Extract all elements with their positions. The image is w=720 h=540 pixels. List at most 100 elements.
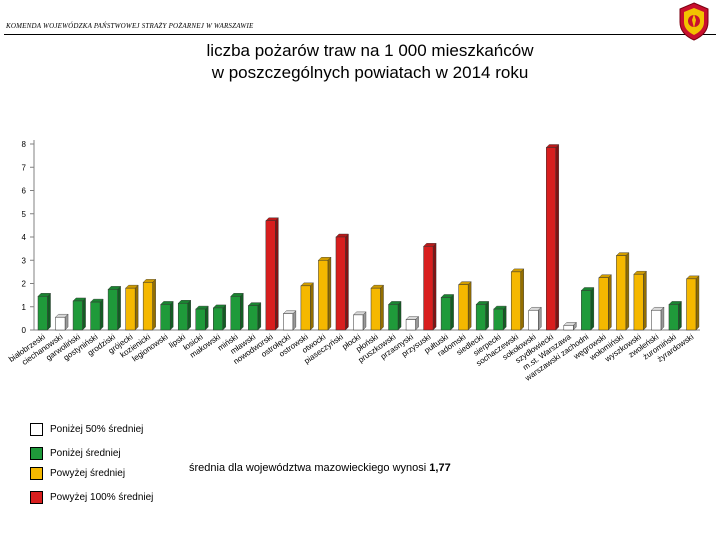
bar: [581, 290, 592, 331]
bar-side: [520, 268, 524, 331]
bar: [230, 296, 241, 331]
bar: [633, 273, 644, 331]
legend-swatch: [30, 466, 43, 480]
bar-side: [222, 304, 226, 331]
bar-side: [187, 299, 191, 331]
bar: [318, 260, 329, 331]
bar-side: [502, 305, 507, 331]
y-tick-label: 2: [22, 280, 27, 289]
average-note-text: średnia dla województwa mazowieckiego wy…: [189, 462, 430, 474]
bar-side: [240, 292, 244, 331]
bar: [405, 319, 416, 331]
organization-header: KOMENDA WOJEWÓDZKA PAŃSTWOWEJ STRAŻY POŻ…: [6, 22, 254, 30]
bar-side: [450, 293, 454, 331]
y-tick-label: 6: [22, 187, 27, 196]
bar: [195, 308, 206, 331]
bar: [528, 309, 539, 331]
bar: [283, 313, 294, 331]
bar-side: [152, 278, 156, 331]
bar-side: [625, 252, 630, 331]
bar: [300, 285, 311, 331]
bar: [353, 314, 364, 331]
legend-swatch: [30, 446, 43, 460]
bar-side: [643, 270, 647, 331]
legend-item-below-50: Poniżej 50% średniej: [30, 422, 143, 436]
bar: [335, 236, 346, 331]
legend-swatch: [30, 490, 43, 504]
bar: [475, 304, 486, 331]
bar-side: [169, 300, 174, 331]
bar: [563, 325, 574, 331]
y-tick-label: 0: [22, 326, 27, 335]
bar: [440, 297, 451, 331]
legend-item-above-100: Powyżej 100% średniej: [30, 490, 153, 504]
legend-label: Poniżej średniej: [50, 447, 121, 459]
bar-side: [397, 300, 402, 331]
bar: [72, 300, 83, 331]
bar-side: [99, 298, 104, 331]
bar: [651, 309, 662, 331]
y-tick-label: 4: [22, 233, 27, 242]
bar-side: [257, 302, 262, 331]
bar: [160, 304, 171, 331]
average-value: 1,77: [429, 462, 451, 474]
bar-side: [310, 282, 314, 331]
header-divider: [4, 34, 716, 35]
legend-swatch: [30, 422, 43, 436]
bar: [598, 277, 609, 331]
bar-side: [205, 305, 209, 331]
bar-side: [275, 217, 279, 331]
bar-side: [327, 256, 332, 331]
bar-side: [538, 306, 542, 331]
chart-title-line-2: w poszczególnych powiatach w 2014 roku: [211, 63, 529, 82]
y-tick-label: 8: [22, 140, 27, 149]
bar: [107, 289, 118, 331]
bar: [458, 284, 469, 331]
legend-label: Powyżej średniej: [50, 467, 126, 479]
legend-label: Poniżej 50% średniej: [50, 423, 144, 435]
bar: [668, 304, 679, 331]
bar-side: [432, 242, 437, 331]
fire-service-crest-icon: [679, 2, 709, 41]
bar-side: [134, 284, 139, 331]
bar-side: [695, 275, 700, 331]
bar: [55, 316, 66, 331]
bar: [388, 304, 399, 331]
bar-side: [292, 310, 297, 331]
average-note: średnia dla województwa mazowieckiego wy…: [189, 462, 451, 474]
bar-side: [555, 144, 559, 331]
chart-title-line-1: liczba pożarów traw na 1 000 mieszkańców: [206, 41, 534, 60]
bar-side: [82, 297, 86, 331]
bar-side: [660, 306, 665, 331]
bar: [423, 246, 434, 331]
bar: [546, 147, 557, 331]
bar: [248, 305, 259, 331]
bar-side: [485, 300, 489, 331]
bar-side: [678, 300, 682, 331]
legend-item-below-avg: Poniżej średniej: [30, 446, 121, 460]
bar: [37, 296, 48, 331]
bar-side: [608, 274, 612, 331]
bar-side: [47, 292, 51, 331]
bar: [213, 307, 224, 331]
y-tick-label: 1: [22, 303, 27, 312]
bar: [265, 220, 276, 331]
bar: [686, 278, 697, 331]
bar: [90, 301, 101, 331]
bar: [493, 308, 504, 331]
bar: [510, 271, 521, 331]
legend-item-above-avg: Powyżej średniej: [30, 466, 125, 480]
bar: [370, 287, 381, 331]
bar: [177, 303, 188, 331]
bar: [125, 287, 136, 331]
y-tick-label: 7: [22, 163, 27, 172]
bar-side: [590, 286, 595, 331]
bar: [616, 255, 627, 331]
chart-title: liczba pożarów traw na 1 000 mieszkańców…: [100, 40, 640, 84]
bar-side: [345, 233, 349, 331]
bar-side: [380, 284, 384, 331]
legend-label: Powyżej 100% średniej: [50, 491, 154, 503]
bar-side: [117, 285, 121, 331]
bar-side: [467, 281, 472, 331]
